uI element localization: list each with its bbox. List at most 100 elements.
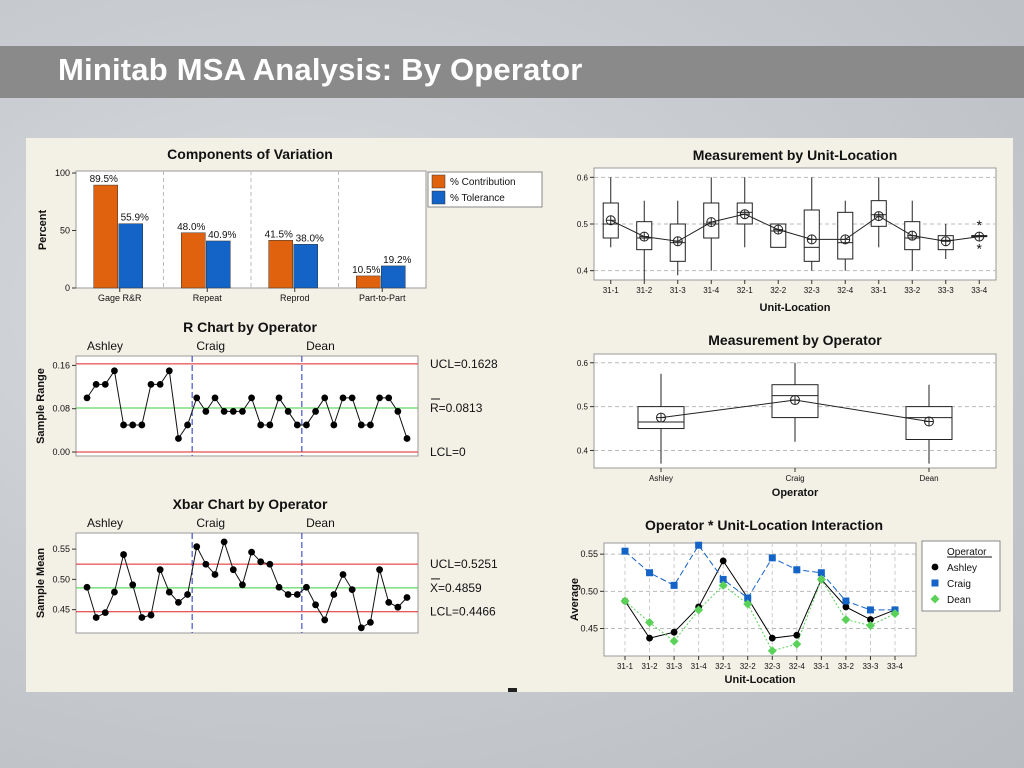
y-tick-label: 0.6	[577, 173, 589, 182]
x-axis-label: Unit-Location	[725, 674, 796, 686]
y-tick-label: 0.00	[52, 447, 70, 457]
legend-label: Ashley	[947, 563, 977, 574]
y-tick-label: 0.45	[52, 605, 70, 615]
data-point	[348, 394, 356, 402]
center-line-label: R=0.0813	[430, 401, 483, 415]
y-axis-label: Sample Range	[35, 368, 47, 444]
data-point	[156, 380, 164, 388]
mean-connect-line	[610, 213, 980, 242]
chart-title: Measurement by Unit-Location	[693, 147, 898, 163]
plot-area	[75, 532, 419, 634]
y-tick-label: 0.4	[577, 267, 589, 276]
category-label: 33-1	[871, 286, 888, 295]
category-label: 31-2	[642, 662, 659, 671]
data-point	[239, 408, 246, 415]
legend-marker	[931, 563, 939, 571]
data-point	[357, 624, 365, 632]
legend-swatch	[431, 190, 446, 205]
data-point	[175, 598, 182, 606]
category-label: 32-4	[789, 662, 806, 671]
data-point	[303, 421, 310, 429]
data-point	[394, 603, 402, 611]
data-point	[275, 583, 283, 591]
category-label: Dean	[919, 474, 938, 483]
data-point-dean	[743, 599, 753, 609]
series-line-ashley	[624, 559, 896, 639]
xbar-chart-by-operator: Xbar Chart by Operator Sample Mean 0.45 0.5…	[35, 496, 498, 634]
data-point	[184, 421, 191, 429]
category-label: 32-1	[715, 662, 732, 671]
data-point	[211, 394, 219, 402]
data-point	[330, 421, 338, 429]
data-point	[367, 618, 374, 626]
data-point	[266, 421, 274, 429]
components-of-variation-chart: Components of Variation Percent 0 50 100 Gage…	[37, 146, 543, 303]
minitab-output-panel: Components of Variation Percent 0 50 100 Gage…	[26, 138, 1013, 692]
data-point	[147, 611, 155, 619]
category-label: 31-3	[670, 286, 687, 295]
chart-title: Xbar Chart by Operator	[173, 496, 328, 512]
page-title: Minitab MSA Analysis: By Operator	[58, 52, 583, 87]
category-label: 32-4	[837, 286, 854, 295]
y-axis-label: Sample Mean	[35, 548, 47, 619]
category-label: Ashley	[649, 474, 673, 483]
data-point	[220, 408, 228, 415]
y-axis-label: Percent	[37, 209, 49, 250]
category-label: 33-1	[813, 662, 830, 671]
data-point	[394, 408, 402, 415]
data-point-craig	[866, 606, 874, 614]
data-point-dean	[816, 574, 826, 584]
plot-area	[603, 542, 917, 657]
bar-value-label: 10.5%	[352, 265, 380, 276]
data-point	[111, 588, 118, 596]
data-point-dean	[841, 615, 851, 625]
data-point	[339, 394, 347, 402]
data-point	[257, 558, 265, 566]
category-label: 31-2	[636, 286, 653, 295]
center-line-label: X=0.4859	[430, 581, 482, 595]
data-point	[248, 548, 255, 556]
data-point	[376, 566, 383, 574]
legend-label: % Contribution	[450, 177, 516, 188]
category-label: 32-2	[740, 662, 757, 671]
lcl-line-label: LCL=0.4466	[430, 605, 496, 619]
data-point	[92, 380, 100, 388]
minitab-charts-canvas: Components of Variation Percent 0 50 100 Gage…	[35, 146, 1001, 686]
category-label: 31-1	[617, 662, 634, 671]
data-point	[293, 421, 301, 429]
data-point	[348, 586, 356, 594]
data-point	[211, 571, 219, 578]
category-label: 32-2	[770, 286, 787, 295]
outlier-mark: *	[977, 217, 983, 233]
y-tick-label: 0.4	[577, 446, 589, 455]
y-tick-label: 0.45	[580, 623, 598, 633]
measurement-by-unit-location-chart: Measurement by Unit-Location 0.4 0.5 0.6 31-…	[577, 147, 997, 314]
legend-label: Craig	[947, 579, 971, 590]
data-point	[357, 421, 365, 429]
data-point	[220, 538, 228, 546]
category-label: 31-4	[703, 286, 720, 295]
bar-value-label: 55.9%	[121, 213, 149, 224]
data-point	[257, 421, 265, 429]
bar	[356, 275, 381, 289]
y-tick-label: 0.55	[52, 544, 70, 554]
data-point-craig	[842, 597, 850, 605]
bar-value-label: 48.0%	[177, 222, 205, 233]
x-axis-label: Operator	[772, 487, 819, 499]
data-point	[156, 566, 164, 574]
legend-marker	[930, 594, 940, 604]
bar	[93, 184, 118, 289]
data-point-dean	[718, 580, 728, 590]
data-point	[239, 581, 246, 589]
data-point	[367, 421, 374, 429]
data-line	[86, 540, 408, 629]
category-label: Craig	[785, 474, 804, 483]
category-label: 31-4	[691, 662, 708, 671]
category-label: Reprod	[280, 293, 310, 303]
category-label: 31-1	[603, 286, 620, 295]
category-label: 33-3	[862, 662, 879, 671]
data-point-craig	[695, 541, 703, 549]
data-point	[138, 421, 146, 429]
title-bar: Minitab MSA Analysis: By Operator	[0, 46, 1024, 98]
bar	[268, 240, 293, 289]
